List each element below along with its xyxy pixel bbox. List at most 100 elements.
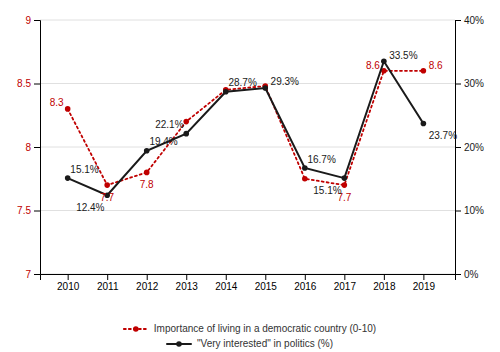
x-tick-mark [305,274,306,280]
y2-tick-mark [455,147,461,148]
y-tick: 7 [25,269,40,280]
legend-marker [133,326,139,332]
marks [65,58,426,198]
y2-tick: 40% [455,15,484,26]
x-tick-mark [384,274,385,280]
data-label: 23.7% [429,130,457,141]
x-tick-label: 2012 [136,281,159,292]
point [302,165,308,171]
y2-tick-mark [455,20,461,21]
data-label: 16.7% [307,154,335,165]
legend-item: Importance of living in a democratic cou… [124,323,376,334]
point [262,85,268,91]
legend-label: "Very interested" in politics (%) [197,338,333,349]
x-tick-mark [68,274,69,280]
x-tick-mark [147,274,148,280]
x-axis: 2010 2011 2012 2013 2014 2015 2016 2017 2018 2019 [41,274,456,292]
data-label: 19.4% [149,136,177,147]
data-label: 8.6 [366,60,380,71]
y-tick: 8.5 [17,78,40,89]
y2-axis: 0% 10% 20% 30% 40% [455,15,484,280]
y2-tick-label: 0% [464,269,479,280]
y-tick-mark [34,211,40,212]
x-tick-label: 2017 [334,281,357,292]
x-tick-label: 2015 [255,281,278,292]
y-tick: 8 [25,142,40,153]
x-tick-label: 2014 [215,281,238,292]
y-tick-label: 8.5 [17,78,31,89]
point [183,131,189,137]
point [144,170,150,176]
point [421,68,427,74]
x-tick-label: 2013 [176,281,199,292]
x-tick: 2017 [334,274,357,292]
data-label: 12.4% [76,202,104,213]
y-tick-label: 7 [25,269,31,280]
point [302,176,308,182]
plot: 2010 2011 2012 2013 2014 2015 2016 2017 2018 2019… [17,15,484,292]
point [144,148,150,154]
point [65,175,71,181]
y-tick-mark [34,20,40,21]
x-tick-mark [344,274,345,280]
x-tick: 2013 [176,274,199,292]
y-tick-mark [34,84,40,85]
x-tick-mark [186,274,187,280]
x-tick-mark [107,274,108,280]
y-tick-label: 9 [25,15,31,26]
y-tick-mark [34,147,40,148]
y-tick-label: 7.5 [17,205,31,216]
series-line [68,71,424,185]
y2-tick-label: 30% [464,78,484,89]
y2-tick-mark [455,211,461,212]
y2-tick-label: 40% [464,15,484,26]
x-tick-label: 2016 [294,281,317,292]
x-tick: 2018 [373,274,396,292]
data-label: 33.5% [389,50,417,61]
point [342,175,348,181]
y2-tick: 20% [455,142,484,153]
x-tick-mark [226,274,227,280]
x-tick: 2015 [255,274,278,292]
y-tick: 7.5 [17,205,40,216]
x-tick-label: 2019 [413,281,436,292]
x-tick: 2011 [97,274,119,292]
x-tick: 2012 [136,274,159,292]
point [183,119,189,125]
legend: Importance of living in a democratic cou… [124,323,376,349]
grid [40,20,455,274]
x-tick: 2019 [413,274,436,292]
x-tick: 2010 [57,274,80,292]
y-tick-mark [34,274,40,275]
chart: 2010 2011 2012 2013 2014 2015 2016 2017 2018 2019… [0,0,500,352]
y-tick: 9 [25,15,40,26]
data-label: 15.1% [313,185,341,196]
y2-tick: 0% [455,269,479,280]
y2-tick-mark [455,274,461,275]
y-axis: 7 7.5 8 8.5 9 [17,15,40,280]
legend-label: Importance of living in a democratic cou… [154,323,376,334]
data-label: 28.7% [228,77,256,88]
point [421,121,427,127]
point [342,182,348,188]
grid-line [40,147,455,148]
y-tick-label: 8 [25,142,31,153]
legend-item: "Very interested" in politics (%) [167,338,333,349]
x-tick: 2014 [215,274,238,292]
data-label: 15.1% [70,164,98,175]
point [381,58,387,64]
x-tick-label: 2018 [373,281,396,292]
data-label: 8.3 [50,97,64,108]
y-axis-line [34,21,41,275]
point [104,182,110,188]
data-label: 22.1% [155,119,183,130]
point [65,106,71,112]
data-labels: 8.37.77.87.78.68.615.1%12.4%19.4%22.1%28… [50,50,457,214]
x-tick: 2016 [294,274,317,292]
series-line [68,61,424,195]
y2-tick-label: 10% [464,205,484,216]
x-tick-label: 2011 [97,281,119,292]
data-label: 8.6 [429,60,443,71]
legend-marker [176,341,182,347]
data-label: 7.8 [140,179,154,190]
